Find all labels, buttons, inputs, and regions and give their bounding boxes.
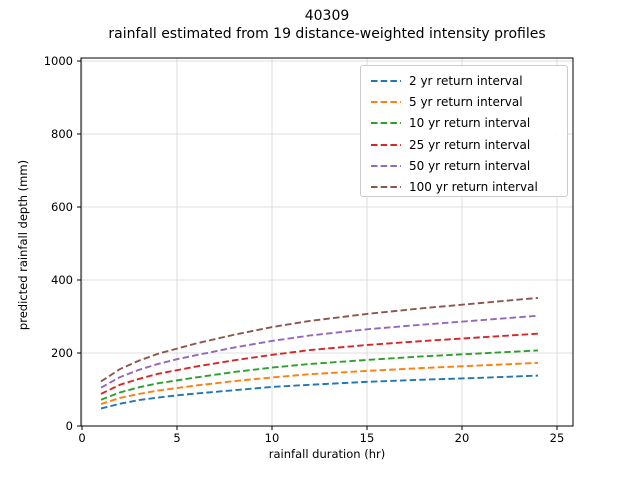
- data-line: [100, 314, 539, 389]
- y-tick-label: 200: [51, 346, 73, 360]
- data-line: [100, 296, 539, 383]
- legend-dash-swatch: [371, 164, 401, 167]
- legend-label: 100 yr return interval: [409, 180, 538, 195]
- legend-entry: 100 yr return interval: [371, 176, 567, 197]
- legend-label: 10 yr return interval: [409, 116, 531, 131]
- x-tick-label: 15: [360, 431, 375, 445]
- legend-dash-swatch: [371, 186, 401, 189]
- chart-title: 40309 rainfall estimated from 19 distanc…: [81, 8, 573, 43]
- legend-entry: 5 yr return interval: [371, 91, 567, 112]
- x-tick-label: 5: [173, 431, 180, 445]
- legend-dash-swatch: [371, 100, 401, 103]
- y-tick-label: 0: [66, 419, 73, 433]
- y-tick-label: 800: [51, 127, 73, 141]
- data-line: [100, 374, 539, 410]
- x-tick-label: 20: [455, 431, 470, 445]
- legend-entry: 25 yr return interval: [371, 134, 567, 155]
- chart-title-line1: 40309: [304, 8, 350, 24]
- legend: 2 yr return interval 5 yr return interval…: [360, 65, 568, 197]
- legend-label: 2 yr return interval: [409, 73, 523, 88]
- y-axis-label: predicted rainfall depth (mm): [16, 159, 30, 331]
- x-tick-label: 0: [78, 431, 85, 445]
- x-tick-label: 25: [550, 431, 565, 445]
- y-tick-label: 600: [51, 200, 73, 214]
- legend-label: 25 yr return interval: [409, 137, 531, 152]
- legend-dash-swatch: [371, 143, 401, 146]
- data-line: [100, 332, 539, 395]
- legend-label: 5 yr return interval: [409, 94, 523, 109]
- legend-dash-swatch: [371, 79, 401, 82]
- axes-spines: [80, 57, 574, 427]
- y-tick-label: 1000: [44, 54, 73, 68]
- legend-label: 50 yr return interval: [409, 158, 531, 173]
- chart-title-line2: rainfall estimated from 19 distance-weig…: [108, 25, 546, 42]
- x-axis-label: rainfall duration (hr): [268, 447, 386, 461]
- legend-entry: 10 yr return interval: [371, 113, 567, 134]
- x-tick-label: 10: [265, 431, 280, 445]
- y-tick-label: 400: [51, 273, 73, 287]
- legend-entry: 50 yr return interval: [371, 155, 567, 176]
- legend-dash-swatch: [371, 122, 401, 125]
- data-line: [100, 349, 539, 401]
- data-line: [100, 361, 539, 406]
- legend-entry: 2 yr return interval: [371, 70, 567, 91]
